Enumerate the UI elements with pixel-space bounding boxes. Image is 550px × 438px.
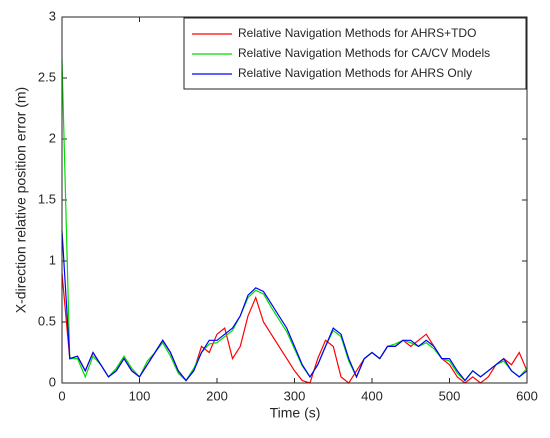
y-tick-label: 1.5 xyxy=(38,191,56,206)
y-tick-label: 0 xyxy=(49,374,56,389)
plot-frame xyxy=(61,16,528,384)
x-tick-label: 500 xyxy=(439,388,461,403)
y-tick-label: 3 xyxy=(49,8,56,23)
legend-box xyxy=(183,17,527,90)
x-tick-label: 400 xyxy=(361,388,383,403)
y-tick-label: 1 xyxy=(49,252,56,267)
y-tick-label: 2 xyxy=(49,130,56,145)
legend-label: Relative Navigation Methods for AHRS Onl… xyxy=(238,66,472,80)
x-tick-label: 0 xyxy=(58,388,65,403)
series-line xyxy=(61,230,528,382)
x-axis-label: Time (s) xyxy=(270,405,321,421)
x-tick-label: 600 xyxy=(516,388,538,403)
y-axis-label: X-direction relative position error (m) xyxy=(13,87,29,313)
y-tick-label: 0.5 xyxy=(38,313,56,328)
x-tick-label: 200 xyxy=(206,388,228,403)
x-tick-label: 300 xyxy=(284,388,306,403)
x-tick-label: 100 xyxy=(129,388,151,403)
legend-label: Relative Navigation Methods for CA/CV Mo… xyxy=(238,46,490,60)
y-tick-label: 2.5 xyxy=(38,69,56,84)
legend-label: Relative Navigation Methods for AHRS+TDO xyxy=(238,26,476,40)
